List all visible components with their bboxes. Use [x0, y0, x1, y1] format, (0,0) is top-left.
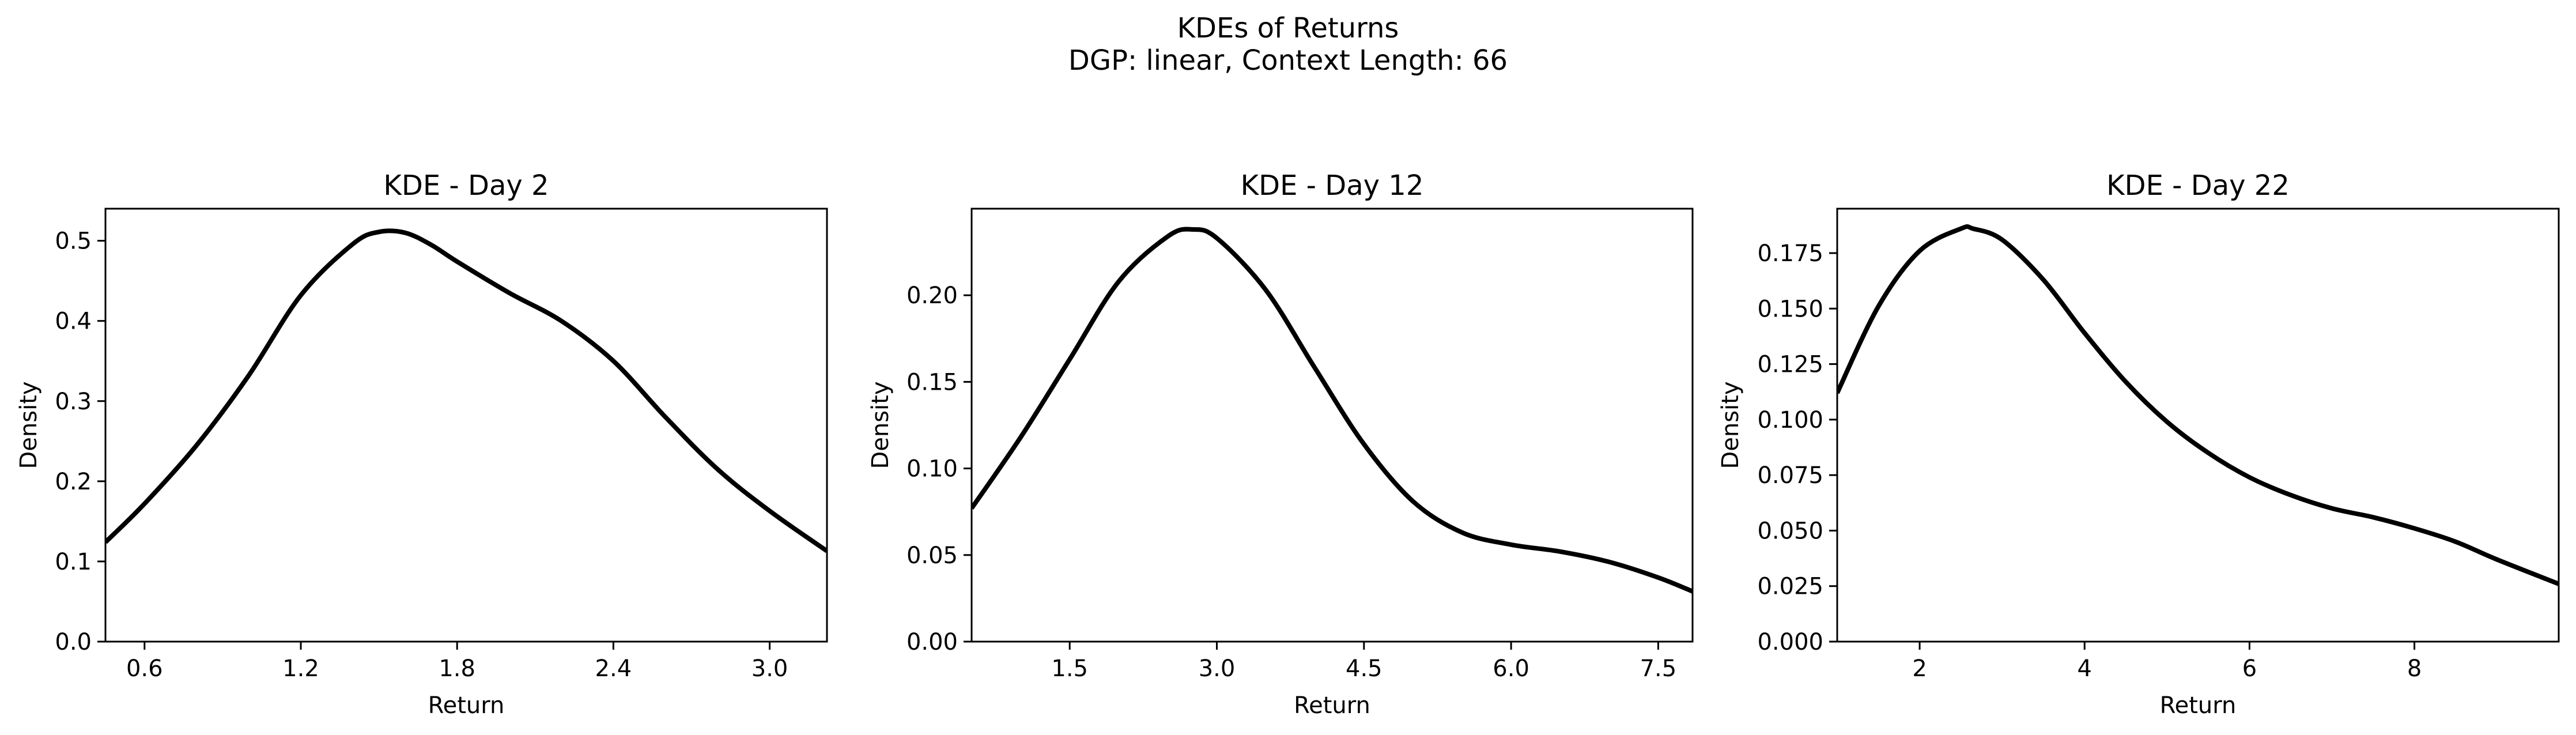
x-tick-label: 1.5	[1051, 655, 1088, 682]
x-tick-label: 1.2	[282, 655, 319, 682]
y-tick-label: 0.5	[55, 228, 92, 255]
x-tick-label: 6	[2242, 655, 2257, 682]
x-tick-label: 3.0	[751, 655, 788, 682]
y-tick-label: 0.125	[1757, 352, 1823, 378]
y-axis-label-day-12: Density	[867, 381, 894, 469]
x-axis-label-day-2: Return	[428, 692, 505, 719]
y-tick-label: 0.025	[1757, 574, 1823, 600]
y-tick-label: 0.20	[906, 282, 958, 309]
panel-title-day-12: KDE - Day 12	[1241, 169, 1424, 202]
y-tick-label: 0.4	[55, 308, 92, 335]
kde-curve-day-22	[1837, 224, 2559, 586]
x-tick-label: 8	[2407, 655, 2422, 682]
y-tick-label: 0.10	[906, 456, 958, 483]
x-axis-label-day-22: Return	[2160, 692, 2237, 719]
figure-title-line-1: KDEs of Returns	[1177, 12, 1399, 44]
kde-panel-day-2: 0.6 1.2 1.8 2.4 3.0 0.0 0.1 0.2 0.3 0.4 0.5 KDE - D…	[16, 169, 828, 719]
y-tick-label: 0.075	[1757, 462, 1823, 489]
y-tick-label: 0.000	[1757, 629, 1823, 655]
x-tick-label: 7.5	[1640, 655, 1677, 682]
y-tick-label: 0.100	[1757, 407, 1823, 434]
x-tick-label: 4.5	[1346, 655, 1383, 682]
x-tick-label: 2.4	[595, 655, 632, 682]
axes-frame-day-22	[1836, 208, 2560, 643]
panel-title-day-2: KDE - Day 2	[383, 169, 549, 202]
axes-frame-day-2	[104, 208, 828, 643]
y-tick-label: 0.2	[55, 469, 92, 495]
y-axis-label-day-22: Density	[1717, 381, 1744, 469]
y-tick-label: 0.05	[906, 542, 958, 569]
y-tick-label: 0.050	[1757, 518, 1823, 544]
x-tick-label: 6.0	[1493, 655, 1529, 682]
x-tick-label: 1.8	[439, 655, 475, 682]
figure-title-line-2: DGP: linear, Context Length: 66	[1068, 44, 1508, 77]
y-tick-label: 0.0	[55, 629, 92, 655]
kde-panel-day-12: 1.5 3.0 4.5 6.0 7.5 0.00 0.05 0.10 0.15 0.20 KDE -…	[867, 169, 1694, 719]
x-tick-label: 4	[2078, 655, 2092, 682]
axes-frame-day-12	[970, 208, 1694, 643]
y-tick-label: 0.150	[1757, 296, 1823, 322]
y-tick-label: 0.1	[55, 549, 92, 575]
kde-curve-day-2	[105, 228, 827, 553]
x-tick-label: 2	[1912, 655, 1927, 682]
x-tick-label: 3.0	[1199, 655, 1236, 682]
x-axis-label-day-12: Return	[1294, 692, 1370, 719]
y-tick-label: 0.175	[1757, 240, 1823, 267]
kde-panel-day-22: 2 4 6 8 0.000 0.025 0.050 0.075 0.100 0.125 0.150 0…	[1717, 169, 2560, 719]
y-tick-label: 0.00	[906, 629, 958, 655]
panel-title-day-22: KDE - Day 22	[2106, 169, 2290, 202]
x-tick-label: 0.6	[126, 655, 163, 682]
kde-curve-day-12	[972, 227, 1693, 594]
y-axis-label-day-2: Density	[16, 381, 42, 469]
y-tick-label: 0.15	[906, 369, 958, 395]
y-tick-label: 0.3	[55, 389, 92, 415]
